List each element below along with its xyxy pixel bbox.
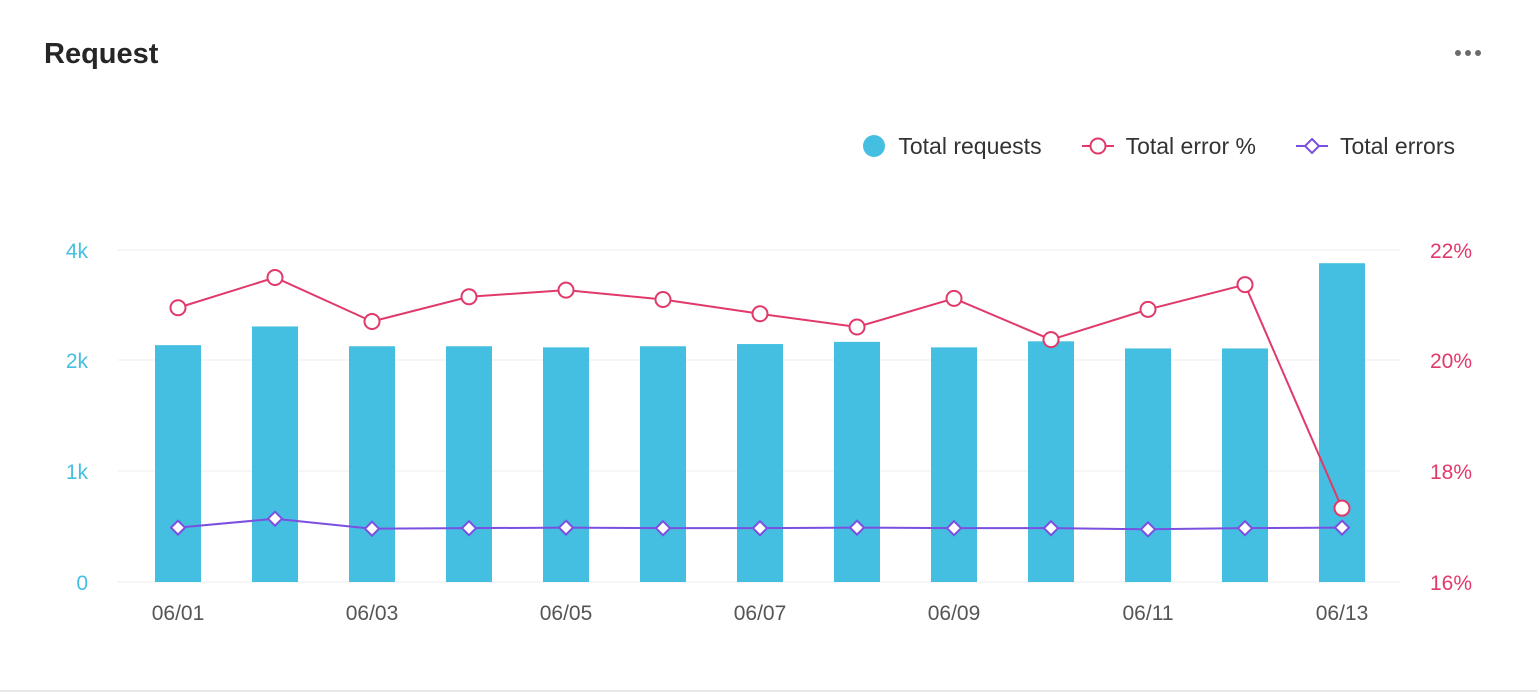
point-total-errors: [460, 519, 478, 537]
more-dot: [1455, 50, 1461, 56]
legend-item-total-errors[interactable]: Total errors: [1295, 132, 1455, 160]
point-total-error-pct: [848, 318, 866, 336]
bar-total-requests: [834, 341, 880, 582]
point-total-error-pct: [1139, 300, 1157, 318]
bar-total-requests: [1222, 348, 1268, 582]
point-total-errors: [557, 519, 575, 537]
point-total-errors: [363, 520, 381, 538]
point-total-errors: [169, 519, 187, 537]
point-total-error-pct: [751, 305, 769, 323]
x-tick-label: 06/01: [152, 602, 205, 625]
point-total-error-pct: [460, 288, 478, 306]
y-right-tick-label: 22%: [1430, 240, 1472, 263]
chart-legend: Total requests Total error % Total error…: [862, 128, 1455, 164]
point-total-error-pct: [654, 291, 672, 308]
legend-label: Total error %: [1125, 132, 1256, 159]
bar-total-requests: [931, 347, 977, 582]
legend-label: Total requests: [898, 132, 1042, 159]
bar-total-requests: [446, 346, 492, 582]
card-bottom-divider: [0, 690, 1537, 692]
point-total-errors: [1042, 519, 1060, 537]
point-total-errors: [654, 519, 672, 537]
more-dots-icon[interactable]: [1455, 46, 1481, 60]
legend-item-total-requests[interactable]: Total requests: [862, 132, 1042, 160]
point-total-error-pct: [266, 269, 284, 286]
bar-total-requests: [737, 344, 783, 582]
y-left-tick-label: 2k: [66, 350, 89, 373]
point-total-error-pct: [363, 313, 381, 330]
x-tick-label: 06/11: [1123, 602, 1174, 625]
x-tick-label: 06/13: [1316, 602, 1369, 625]
x-tick-label: 06/05: [540, 602, 593, 625]
bar-total-requests: [155, 345, 201, 582]
point-total-error-pct: [1236, 276, 1254, 294]
bar-total-requests: [1028, 341, 1074, 582]
bar-total-requests: [543, 347, 589, 582]
point-total-errors: [1139, 520, 1157, 538]
bar-total-requests: [252, 326, 298, 582]
bar-total-requests: [1125, 348, 1171, 582]
point-total-error-pct: [1333, 499, 1351, 517]
legend-label: Total errors: [1339, 132, 1455, 159]
card-title: Request: [44, 38, 159, 70]
y-right-tick-label: 20%: [1430, 350, 1472, 373]
bar-total-requests: [640, 346, 686, 582]
point-total-errors: [848, 519, 866, 537]
point-total-errors: [1333, 519, 1351, 537]
point-total-errors: [266, 510, 284, 528]
x-tick-label: 06/09: [928, 602, 981, 625]
point-total-errors: [751, 519, 769, 537]
point-total-error-pct: [1042, 331, 1060, 349]
x-tick-label: 06/07: [734, 602, 787, 625]
point-total-error-pct: [557, 281, 575, 299]
y-right-tick-label: 16%: [1430, 572, 1472, 595]
point-total-error-pct: [169, 299, 187, 317]
legend-item-total-error-pct[interactable]: Total error %: [1081, 132, 1256, 160]
y-left-tick-label: 4k: [66, 240, 89, 263]
legend-circle-line-icon: [1081, 137, 1114, 155]
point-total-error-pct: [945, 289, 963, 307]
card-header: Request: [44, 36, 1481, 76]
legend-circle-filled-icon: [863, 135, 886, 157]
more-dot: [1465, 50, 1471, 56]
legend-diamond-line-icon: [1295, 137, 1328, 155]
point-total-errors: [945, 519, 963, 537]
point-total-errors: [1236, 519, 1254, 537]
x-tick-label: 06/03: [346, 602, 399, 625]
y-left-tick-label: 1k: [66, 461, 89, 484]
bar-total-requests: [349, 346, 395, 582]
y-left-tick-label: 0: [76, 572, 88, 595]
more-dot: [1475, 50, 1481, 56]
y-right-tick-label: 18%: [1430, 461, 1472, 484]
